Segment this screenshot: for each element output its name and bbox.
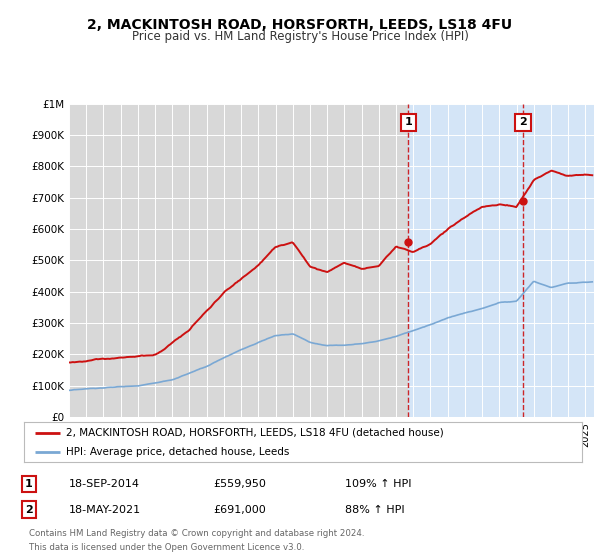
Text: £559,950: £559,950 <box>213 479 266 489</box>
Text: 109% ↑ HPI: 109% ↑ HPI <box>345 479 412 489</box>
Text: 18-MAY-2021: 18-MAY-2021 <box>69 505 141 515</box>
Text: 2: 2 <box>25 505 32 515</box>
Text: 2, MACKINTOSH ROAD, HORSFORTH, LEEDS, LS18 4FU: 2, MACKINTOSH ROAD, HORSFORTH, LEEDS, LS… <box>88 18 512 32</box>
Text: Price paid vs. HM Land Registry's House Price Index (HPI): Price paid vs. HM Land Registry's House … <box>131 30 469 43</box>
Text: £691,000: £691,000 <box>213 505 266 515</box>
Text: 88% ↑ HPI: 88% ↑ HPI <box>345 505 404 515</box>
Text: This data is licensed under the Open Government Licence v3.0.: This data is licensed under the Open Gov… <box>29 543 304 552</box>
Text: Contains HM Land Registry data © Crown copyright and database right 2024.: Contains HM Land Registry data © Crown c… <box>29 529 364 538</box>
Bar <box>409 104 594 417</box>
Text: HPI: Average price, detached house, Leeds: HPI: Average price, detached house, Leed… <box>66 447 289 457</box>
Text: 1: 1 <box>404 118 412 128</box>
Text: 1: 1 <box>25 479 32 489</box>
Text: 2, MACKINTOSH ROAD, HORSFORTH, LEEDS, LS18 4FU (detached house): 2, MACKINTOSH ROAD, HORSFORTH, LEEDS, LS… <box>66 428 443 438</box>
Text: 2: 2 <box>519 118 527 128</box>
Text: 18-SEP-2014: 18-SEP-2014 <box>69 479 140 489</box>
